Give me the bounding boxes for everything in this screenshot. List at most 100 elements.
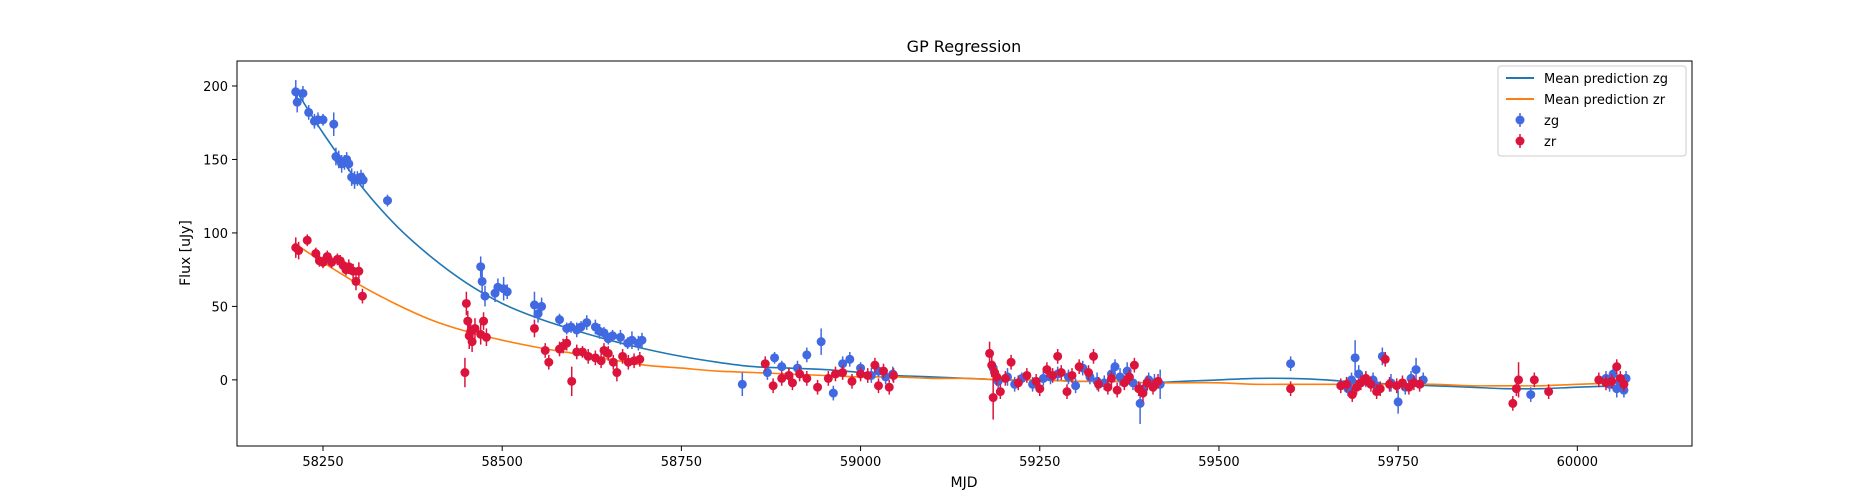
data-point-zr [354, 266, 364, 276]
data-point-zg [555, 315, 565, 325]
data-point-zr [1006, 357, 1016, 367]
data-point-zr [1056, 368, 1066, 378]
data-point-zr [1089, 351, 1099, 361]
data-point-zr [1067, 370, 1077, 380]
data-point-zr [1094, 379, 1104, 389]
data-point-zr [1083, 368, 1093, 378]
data-point-zr [856, 369, 866, 379]
data-point-zr [889, 370, 899, 380]
data-point-zr [529, 323, 539, 333]
data-point-zr [1035, 384, 1045, 394]
x-tick-label: 58250 [302, 455, 343, 470]
x-tick-label: 59500 [1198, 455, 1239, 470]
data-point-zr [1594, 375, 1604, 385]
data-point-zr [1129, 360, 1139, 370]
x-tick-label: 59750 [1377, 455, 1418, 470]
data-point-zg [637, 335, 647, 345]
data-point-zr [1347, 390, 1357, 400]
data-point-zr [985, 348, 995, 358]
data-point-zr [612, 368, 622, 378]
data-point-zr [302, 235, 312, 245]
data-point-zg [292, 97, 302, 107]
data-point-zg [1286, 359, 1296, 369]
data-point-zr [1048, 370, 1058, 380]
data-point-zg [329, 119, 339, 129]
data-point-zr [1153, 376, 1163, 386]
y-tick-label: 100 [203, 227, 228, 242]
data-point-zr [1053, 351, 1063, 361]
data-point-zr [802, 373, 812, 383]
data-point-zg [533, 309, 543, 319]
data-point-zr [870, 360, 880, 370]
data-point-zg [480, 291, 490, 301]
data-point-zg [828, 388, 838, 398]
data-point-zr [992, 372, 1002, 382]
data-point-zg [344, 159, 354, 169]
x-tick-label: 59250 [1019, 455, 1060, 470]
data-point-zr [481, 332, 491, 342]
mean-prediction-curves [293, 87, 1621, 390]
data-point-zg [770, 353, 780, 363]
data-point-zr [618, 351, 628, 361]
data-point-zg [1612, 384, 1622, 394]
mean-line-zg [293, 87, 1621, 390]
y-tick-label: 150 [203, 153, 228, 168]
data-point-zr [1607, 376, 1617, 386]
x-tick-label: 60000 [1557, 455, 1598, 470]
data-point-zr [1148, 382, 1158, 392]
data-point-zg [291, 87, 301, 97]
data-point-zr [884, 382, 894, 392]
data-point-zr [1119, 378, 1129, 388]
data-point-zr [760, 359, 770, 369]
legend-marker-swatch [1515, 115, 1525, 125]
y-tick-label: 200 [203, 80, 228, 95]
data-point-zr [879, 366, 889, 376]
data-point-zr [603, 348, 613, 358]
x-axis-label: MJD [951, 475, 978, 491]
data-point-zr [470, 323, 480, 333]
y-axis-label: Flux [uJy] [178, 220, 194, 286]
y-tick-label: 0 [220, 374, 228, 389]
data-point-zr [596, 356, 606, 366]
data-point-zg [383, 196, 393, 206]
data-point-zr [567, 376, 577, 386]
data-point-zr [1106, 373, 1116, 383]
data-points [291, 80, 1631, 424]
data-point-zr [1074, 362, 1084, 372]
legend-marker-swatch [1515, 136, 1525, 146]
data-point-zr [479, 316, 489, 326]
data-point-zr [768, 381, 778, 391]
data-point-zg [816, 337, 826, 347]
data-point-zg [1038, 373, 1048, 383]
data-point-zr [1397, 378, 1407, 388]
plot-frame [236, 60, 1693, 447]
series-zg [291, 80, 1631, 424]
data-point-zg [477, 276, 487, 286]
data-point-zr [1062, 387, 1072, 397]
data-point-zr [635, 354, 645, 364]
legend-label: Mean prediction zr [1544, 93, 1666, 108]
legend-label: zg [1544, 114, 1559, 129]
data-point-zg [802, 350, 812, 360]
data-point-zr [540, 345, 550, 355]
data-point-zr [995, 387, 1005, 397]
data-point-zr [1508, 398, 1518, 408]
data-point-zg [608, 331, 618, 341]
x-axis: 58250 58500 58750 59000 59250 59500 59750 60000 [302, 446, 1598, 470]
data-point-zr [823, 373, 833, 383]
legend-box [1497, 65, 1687, 157]
data-point-zr [1000, 373, 1010, 383]
data-point-zr [1022, 370, 1032, 380]
data-point-zr [461, 298, 471, 308]
data-point-zg [1071, 381, 1081, 391]
data-point-zr [1138, 388, 1148, 398]
data-point-zr [1342, 379, 1352, 389]
data-point-zr [1612, 362, 1622, 372]
data-point-zr [467, 337, 477, 347]
data-point-zg [1411, 365, 1421, 375]
data-point-zr [1112, 385, 1122, 395]
data-point-zr [1511, 384, 1521, 394]
data-point-zr [1380, 354, 1390, 364]
data-point-zr [1366, 379, 1376, 389]
